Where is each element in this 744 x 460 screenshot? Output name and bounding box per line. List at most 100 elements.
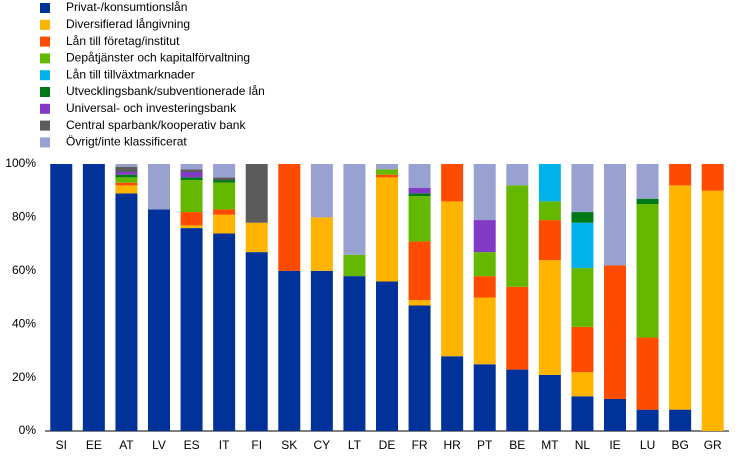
bar-segment: [115, 174, 138, 178]
legend-label: Central sparbank/kooperativ bank: [66, 118, 246, 132]
legend-swatch: [40, 87, 50, 97]
bar-segment: [376, 169, 398, 175]
y-tick-label: 100%: [5, 156, 36, 170]
bar-segment: [213, 164, 236, 178]
x-tick-label: MT: [541, 438, 559, 452]
bar-segment: [213, 177, 236, 181]
bar-segment: [180, 212, 203, 226]
legend-swatch: [40, 70, 50, 81]
bar-segment: [408, 241, 431, 301]
bar-segment: [571, 164, 594, 213]
bar-segment: [50, 164, 73, 431]
bar-segment: [538, 374, 561, 431]
bar-segment: [115, 193, 138, 431]
x-tick-label: DE: [379, 438, 396, 452]
x-tick-label: GR: [704, 438, 722, 452]
bar-segment: [180, 225, 203, 229]
legend-label: Utvecklingsbank/subventionerade lån: [66, 84, 265, 98]
bar-segment: [180, 164, 203, 170]
legend-swatch: [40, 19, 50, 30]
bar-segment: [701, 190, 724, 431]
bar-segment: [604, 398, 626, 431]
bar-segment: [343, 254, 366, 277]
bar-segment: [180, 172, 203, 178]
bar-segment: [278, 270, 301, 431]
bar-segment: [441, 164, 464, 202]
bar-segment: [245, 222, 268, 253]
bar-segment: [376, 281, 398, 431]
legend-swatch: [40, 36, 50, 47]
bar-segment: [310, 270, 333, 431]
bar-segment: [571, 326, 594, 373]
bar-segment: [604, 164, 626, 266]
x-tick-label: BE: [509, 438, 525, 452]
bar-segment: [571, 268, 594, 327]
bar-segment: [473, 364, 496, 431]
y-tick-label: 0%: [19, 423, 37, 437]
bar-segment: [343, 164, 366, 255]
bar-segment: [538, 220, 561, 261]
x-tick-label: LT: [348, 438, 362, 452]
bar-segment: [310, 217, 333, 271]
bar-segment: [213, 182, 236, 210]
bar-segment: [571, 212, 594, 223]
bar-segment: [571, 372, 594, 397]
bar-segment: [115, 182, 138, 186]
bar-segment: [441, 356, 464, 431]
bar-segment: [571, 222, 594, 269]
legend-swatch: [40, 103, 50, 114]
bar-segment: [148, 164, 170, 210]
bar-segment: [376, 177, 398, 282]
bar-segment: [408, 188, 431, 194]
x-tick-label: IT: [219, 438, 230, 452]
bar-segment: [506, 185, 529, 287]
y-tick-label: 80%: [12, 210, 36, 224]
legend-swatch: [40, 120, 50, 131]
x-tick-label: NL: [575, 438, 591, 452]
x-tick-label: CY: [314, 438, 331, 452]
x-tick-label: PT: [477, 438, 493, 452]
bar-segment: [506, 164, 529, 186]
y-tick-label: 60%: [12, 263, 36, 277]
bar-segment: [310, 164, 333, 218]
x-tick-label: IE: [609, 438, 620, 452]
bar-segment: [441, 201, 464, 357]
legend-swatch: [40, 53, 50, 64]
bar-segment: [180, 169, 203, 173]
bar-segment: [473, 252, 496, 277]
bar-segment: [538, 260, 561, 375]
x-tick-label: FI: [251, 438, 262, 452]
bar-segment: [538, 164, 561, 202]
bar-segment: [213, 214, 236, 234]
legend-swatch: [40, 3, 50, 13]
bar-segment: [343, 276, 366, 431]
bar-segment: [669, 164, 692, 186]
bar-segment: [636, 164, 659, 199]
bar-segment: [408, 300, 431, 306]
x-tick-label: LU: [640, 438, 655, 452]
bar-segment: [180, 228, 203, 431]
bar-segment: [408, 164, 431, 189]
bar-segment: [180, 177, 203, 181]
bar-segment: [278, 164, 301, 271]
bar-segment: [701, 164, 724, 191]
legend-label: Universal- och investeringsbank: [66, 101, 237, 115]
bar-segment: [473, 164, 496, 221]
legend-label: Lån till företag/institut: [66, 34, 180, 48]
y-tick-label: 40%: [12, 316, 36, 330]
x-tick-label: LV: [152, 438, 166, 452]
bar-segment: [115, 166, 138, 173]
bar-segment: [115, 185, 138, 194]
bar-segment: [473, 276, 496, 298]
bar-segment: [82, 164, 105, 431]
bar-segment: [506, 369, 529, 431]
bar-segment: [180, 180, 203, 213]
bar-segment: [506, 286, 529, 370]
bar-segment: [376, 164, 398, 170]
bar-segment: [408, 196, 431, 242]
y-tick-label: 20%: [12, 370, 36, 384]
x-tick-label: SK: [281, 438, 297, 452]
legend-label: Lån till tillväxtmarknader: [66, 67, 195, 81]
bar-segment: [473, 297, 496, 365]
